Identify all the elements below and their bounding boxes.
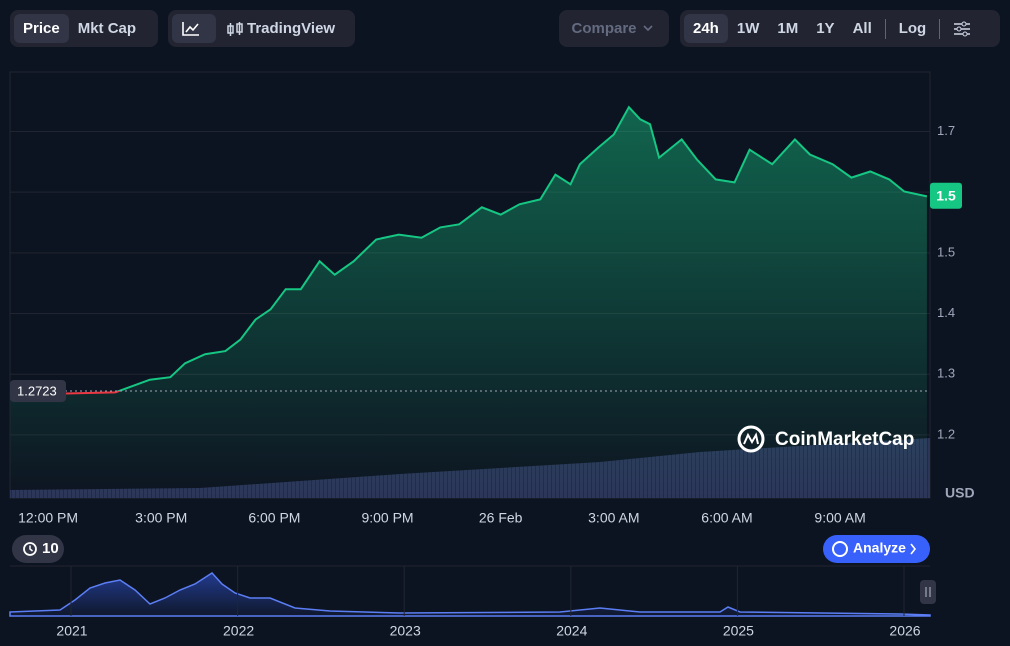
label: TradingView [247,20,336,37]
reference-label: 1.2723 [17,383,57,398]
analyze-icon [832,541,848,557]
x-tick-label: 6:00 AM [701,510,752,526]
y-tick-label: 1.4 [937,305,955,320]
last-price-badge [930,182,962,209]
year-label: 2021 [56,623,87,639]
watermark: CoinMarketCap [737,425,914,453]
y-tick-label: 1.2 [937,426,955,441]
tab[interactable]: Mkt Cap [77,20,137,37]
year-label: 2024 [556,623,587,639]
tradingview-button[interactable]: TradingView [216,14,344,43]
range[interactable]: 1M [777,20,799,37]
watermark-text: CoinMarketCap [775,429,914,450]
x-tick-label: 6:00 PM [248,510,300,526]
history-count: 10 [42,540,59,557]
y-tick-label: 1.3 [937,366,955,381]
year-label: 2023 [390,623,421,639]
x-tick-label: 3:00 PM [135,510,187,526]
line-chart-button[interactable] [172,14,216,43]
settings-button[interactable] [944,14,980,43]
icon [182,21,199,36]
navigator-line [9,572,931,617]
year-label: 2025 [723,623,754,639]
range[interactable]: 24h [684,14,728,43]
history-badge[interactable] [12,535,64,563]
year-label: 2022 [223,623,254,639]
icon [954,21,971,36]
icon [227,21,243,36]
chart-type-group: TradingView [168,10,355,47]
y-unit: USD [945,485,975,501]
analyze-button[interactable] [823,535,930,563]
range[interactable]: 1W [736,20,760,37]
x-tick-label: 3:00 AM [588,510,639,526]
x-tick-label: 26 Feb [479,510,523,526]
range[interactable]: 1Y [816,20,835,37]
reference-badge [10,380,66,403]
chevron [642,24,653,31]
analyze-label: Analyze [853,540,906,556]
range-group: 24h 1W 1M 1Y All Log [680,10,1000,47]
range[interactable]: All [852,20,872,37]
history-icon [23,542,37,556]
x-tick-label: 12:00 PM [18,510,78,526]
tab[interactable]: Price [14,14,69,43]
navigator: 2021 2022 2023 2024 2025 2026 [9,565,936,639]
separator [939,18,941,39]
navigator-handle-grip [925,587,931,597]
tab-group: Price Mkt Cap [10,10,158,47]
x-tick-label: 9:00 PM [361,510,413,526]
price-line [10,105,928,392]
log-toggle[interactable]: Log [898,20,927,37]
chevron [910,543,917,555]
separator [884,18,886,39]
last-price-label: 1.5 [936,187,956,203]
y-tick-label: 1.5 [937,244,955,259]
history-icon [29,545,33,552]
label: Compare [571,20,637,37]
y-tick-label: 1.7 [937,123,955,138]
compare-dropdown[interactable]: Compare [559,10,669,47]
x-tick-label: 9:00 AM [814,510,865,526]
year-label: 2026 [889,623,920,639]
price-area [10,107,927,498]
navigator-handle[interactable] [920,580,936,604]
